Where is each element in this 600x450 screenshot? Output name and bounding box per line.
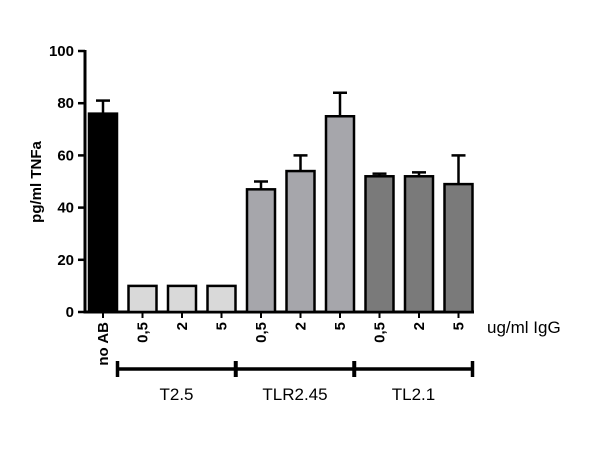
x-tick-label: 2 [411,322,428,330]
y-tick-label: 40 [57,200,74,217]
y-tick-label: 60 [57,147,74,164]
bar [206,284,237,314]
bar [324,115,356,314]
x-tick-label: 2 [174,322,191,330]
bar [443,182,474,314]
x-tick-label: 5 [332,322,349,330]
group-label: T2.5 [159,385,193,404]
x-tick-label: no AB [95,322,112,366]
bar [245,188,277,314]
x-unit-label: ug/ml IgG [487,318,561,337]
bar [403,175,435,314]
y-tick-label: 80 [57,95,74,112]
bar [127,284,158,314]
x-tick-label: 0,5 [253,322,270,343]
y-tick-label: 100 [49,43,74,60]
bar [166,284,198,314]
x-tick-label: 0,5 [135,322,152,343]
x-tick-label: 5 [214,322,231,330]
group-label: TLR2.45 [262,385,327,404]
y-tick-label: 20 [57,252,74,269]
x-tick-label: 5 [451,322,468,330]
bar [87,112,119,314]
bar [364,175,395,314]
y-tick-label: 0 [66,304,74,321]
group-label: TL2.1 [392,385,435,404]
x-tick-label: 0,5 [372,322,389,343]
y-axis-label: pg/ml TNFa [28,141,45,223]
bar [285,169,316,314]
x-tick-label: 2 [293,322,310,330]
plot-area: 0 20 40 60 80 100 no AB 0,5 2 5 0,5 2 5 0,5 2 5 T2.5 TLR2… [49,43,475,404]
